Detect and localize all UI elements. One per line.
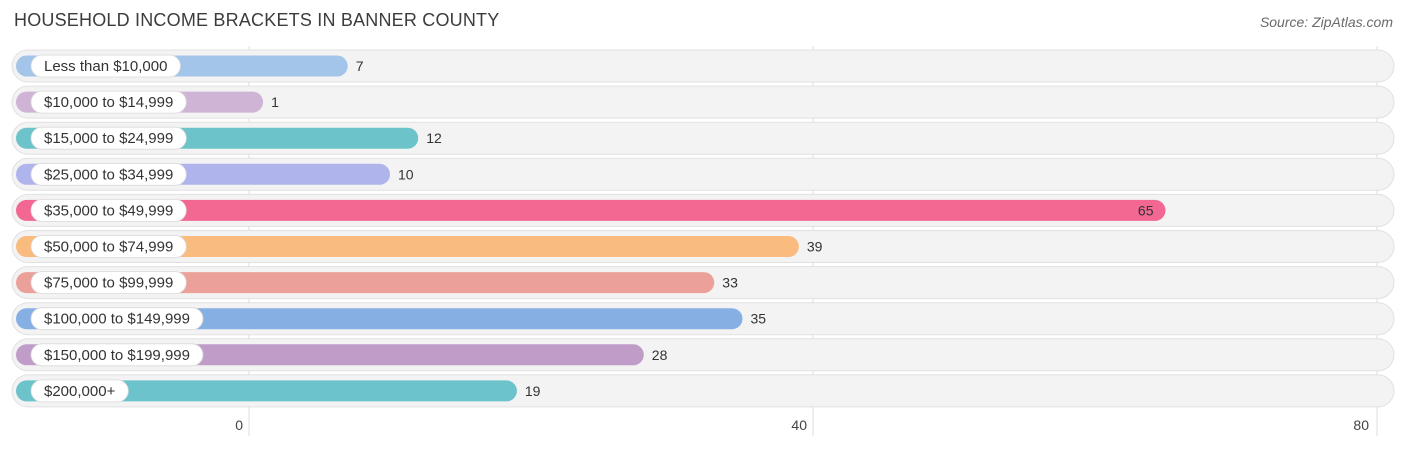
row-track xyxy=(11,49,1395,83)
category-label-bg xyxy=(30,307,204,331)
category-label: $10,000 to $14,999 xyxy=(44,94,173,111)
tick-label: 0 xyxy=(235,417,243,433)
tick-label: 40 xyxy=(791,417,807,433)
value-label: 39 xyxy=(807,239,823,255)
value-label: 65 xyxy=(1138,202,1154,218)
category-label-bg xyxy=(30,90,187,114)
value-label: 7 xyxy=(356,58,364,74)
source-credit: Source: ZipAtlas.com xyxy=(1259,14,1393,30)
category-label-bg xyxy=(30,126,187,150)
category-label: $25,000 to $34,999 xyxy=(44,166,173,183)
value-label: 19 xyxy=(525,383,541,399)
bar-row: Less than $10,000 7 xyxy=(11,49,1395,83)
category-label-bg xyxy=(30,198,187,222)
bar-row: $35,000 to $49,999 65 xyxy=(11,193,1395,227)
bar xyxy=(16,380,517,402)
bar xyxy=(16,236,799,257)
category-label-bg xyxy=(30,343,204,367)
value-label: 1 xyxy=(271,94,279,110)
value-label: 12 xyxy=(426,130,442,146)
value-label: 28 xyxy=(652,347,668,363)
bar-row: $100,000 to $149,999 35 xyxy=(11,302,1395,336)
value-label: 35 xyxy=(751,311,767,327)
category-label: Less than $10,000 xyxy=(44,58,167,75)
category-label-bg xyxy=(30,162,187,186)
bar-row: $10,000 to $14,999 1 xyxy=(11,85,1395,119)
category-label-bg xyxy=(30,379,129,403)
value-label: 33 xyxy=(722,275,738,291)
bar-row: $200,000+ 19 xyxy=(11,374,1395,408)
bar xyxy=(16,199,1166,221)
category-label: $75,000 to $99,999 xyxy=(44,275,173,292)
category-label: $150,000 to $199,999 xyxy=(44,347,190,364)
bar xyxy=(16,272,715,294)
category-label-bg xyxy=(30,235,187,258)
category-label-bg xyxy=(30,271,187,295)
row-track xyxy=(11,85,1395,119)
category-label: $35,000 to $49,999 xyxy=(44,202,173,219)
category-label-bg xyxy=(30,54,181,78)
chart-title: HOUSEHOLD INCOME BRACKETS IN BANNER COUN… xyxy=(14,10,500,30)
category-label: $100,000 to $149,999 xyxy=(44,311,190,328)
value-label: 10 xyxy=(398,166,414,182)
category-label: $50,000 to $74,999 xyxy=(44,239,173,256)
bar-row: $150,000 to $199,999 28 xyxy=(11,338,1395,372)
category-label: $15,000 to $24,999 xyxy=(44,130,173,147)
category-label: $200,000+ xyxy=(44,383,116,400)
tick-label: 80 xyxy=(1353,417,1369,433)
bar-row: $15,000 to $24,999 12 xyxy=(11,121,1395,155)
bar-row: $75,000 to $99,999 33 xyxy=(11,266,1395,300)
bar-row: $50,000 to $74,999 39 xyxy=(11,230,1395,263)
bar-row: $25,000 to $34,999 10 xyxy=(11,157,1395,191)
